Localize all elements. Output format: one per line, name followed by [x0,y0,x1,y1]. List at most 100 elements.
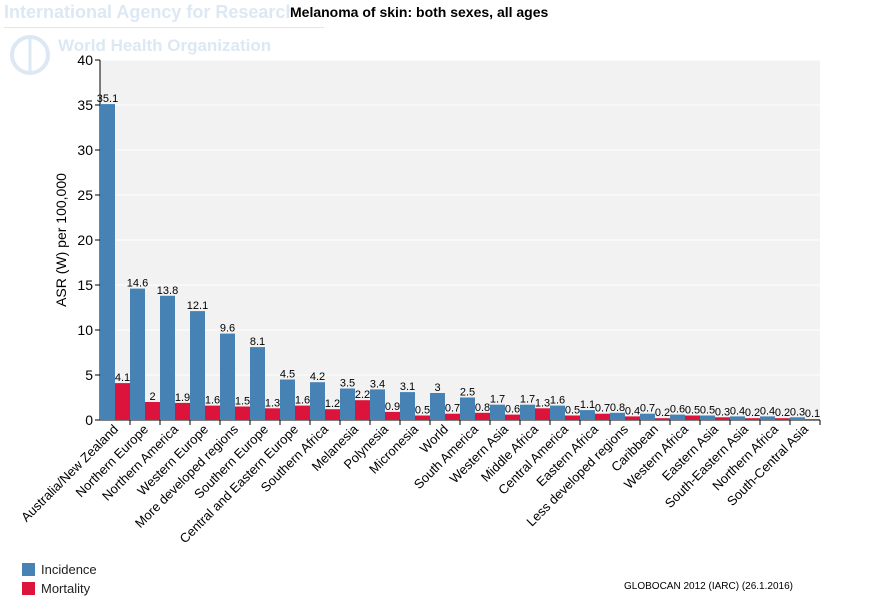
data-label: 1.1 [580,399,595,411]
data-label: 3 [434,382,440,394]
bar-mortality [355,400,370,420]
bar-incidence [130,288,145,420]
bar-mortality [415,415,430,420]
data-label: 0.5 [700,405,715,417]
y-tick-label: 35 [77,97,93,113]
data-label: 1.5 [235,396,250,408]
data-label: 1.6 [550,395,565,407]
data-label: 9.6 [220,323,235,335]
data-label: 0.4 [760,405,775,417]
bar-incidence [100,104,115,420]
y-tick-label: 30 [77,142,93,158]
bar-incidence [400,392,415,420]
bar-incidence [190,311,205,420]
bar-incidence [730,416,745,420]
bar-incidence [460,397,475,420]
bar-incidence [550,405,565,420]
legend-label: Mortality [41,581,91,596]
bar-incidence [580,410,595,420]
bar-incidence [340,388,355,420]
bar-mortality [745,418,760,420]
source-credit: GLOBOCAN 2012 (IARC) (26.1.2016) [624,581,793,592]
y-tick-label: 25 [77,187,93,203]
bar-incidence [490,404,505,420]
data-label: 0.6 [505,404,520,416]
bar-incidence [250,347,265,420]
data-label: 12.1 [187,300,208,312]
bar-incidence [310,382,325,420]
data-label: 1.3 [265,397,280,409]
data-label: 1.3 [535,397,550,409]
bar-incidence [640,413,655,420]
y-axis-label: ASR (W) per 100,000 [53,173,69,307]
y-tick-label: 5 [85,367,93,383]
bar-incidence [280,379,295,420]
data-label: 14.6 [127,278,148,290]
data-label: 0.5 [415,405,430,417]
data-label: 4.5 [280,369,295,381]
data-label: 0.2 [775,407,790,419]
who-watermark: World Health Organization [58,36,272,55]
bar-mortality [625,416,640,420]
legend-incidence: Incidence [22,562,97,577]
bar-mortality [445,413,460,420]
bar-mortality [715,417,730,420]
data-label: 2.5 [460,387,475,399]
bar-mortality [475,412,490,420]
iarc-watermark: International Agency for Research on Can… [4,2,324,28]
y-tick-label: 0 [85,412,93,428]
data-label: 0.4 [730,405,745,417]
bar-incidence [700,415,715,420]
y-tick-label: 10 [77,322,93,338]
data-label: 13.8 [157,285,178,297]
data-label: 0.3 [715,406,730,418]
bar-mortality [535,408,550,420]
bar-incidence [610,412,625,420]
data-label: 0.7 [595,403,610,415]
data-label: 1.2 [325,398,340,410]
data-label: 2.2 [355,389,370,401]
bar-mortality [385,411,400,420]
data-label: 1.7 [490,394,505,406]
who-logo-icon [10,35,50,75]
data-label: 3.4 [370,378,385,390]
bar-incidence [370,389,385,420]
bar-incidence [670,414,685,420]
data-label: 0.2 [655,407,670,419]
data-label: 1.6 [205,395,220,407]
bar-mortality [205,405,220,420]
bar-mortality [175,402,190,420]
data-label: 3.5 [340,378,355,390]
bar-mortality [295,405,310,420]
data-label: 0.7 [445,403,460,415]
data-label: 0.5 [565,405,580,417]
bar-mortality [565,415,580,420]
data-label: 1.9 [175,392,190,404]
bar-mortality [115,383,130,420]
bar-mortality [505,414,520,420]
legend-swatch [22,582,35,595]
data-label: 1.6 [295,395,310,407]
data-label: 0.5 [685,405,700,417]
data-label: 35.1 [97,93,118,105]
bar-incidence [790,417,805,420]
data-label: 0.2 [745,407,760,419]
data-label: 0.8 [475,402,490,414]
data-label: 8.1 [250,336,265,348]
bar-mortality [685,415,700,420]
data-label: 0.9 [385,401,400,413]
bar-incidence [760,416,775,420]
bar-incidence [430,393,445,420]
y-tick-label: 15 [77,277,93,293]
y-tick-label: 20 [77,232,93,248]
bar-incidence [520,404,535,420]
bar-mortality [595,413,610,420]
bar-mortality [325,409,340,420]
data-label: 0.8 [610,402,625,414]
data-label: 1.7 [520,394,535,406]
data-label: 4.2 [310,371,325,383]
legend-swatch [22,563,35,576]
bar-mortality [655,418,670,420]
data-label: 0.1 [805,408,820,420]
